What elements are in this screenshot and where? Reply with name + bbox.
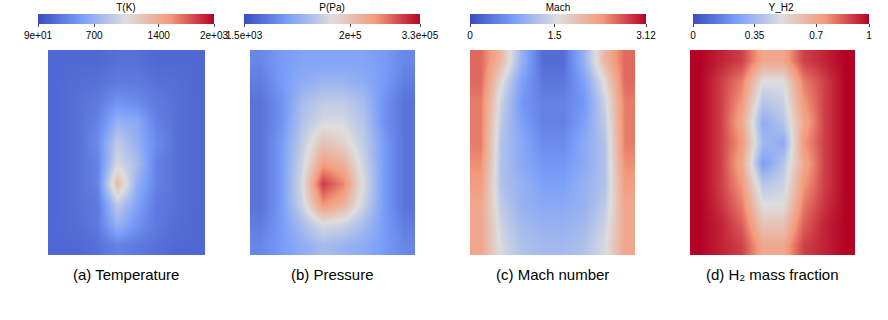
svg-text:2e+03: 2e+03 — [200, 30, 229, 41]
svg-text:9e+01: 9e+01 — [24, 30, 53, 41]
svg-text:700: 700 — [86, 30, 103, 41]
svg-text:3.3e+05: 3.3e+05 — [402, 30, 439, 41]
svg-text:Y_H2: Y_H2 — [768, 2, 793, 13]
svg-text:1.5e+03: 1.5e+03 — [226, 30, 263, 41]
svg-text:(a) Temperature: (a) Temperature — [73, 266, 179, 283]
svg-text:2e+5: 2e+5 — [339, 30, 362, 41]
svg-text:1400: 1400 — [148, 30, 171, 41]
svg-text:(d) H₂ mass fraction: (d) H₂ mass fraction — [706, 266, 839, 283]
svg-text:Mach: Mach — [546, 2, 570, 13]
svg-text:0: 0 — [467, 30, 473, 41]
svg-text:(b) Pressure: (b) Pressure — [291, 266, 374, 283]
svg-text:(c) Mach number: (c) Mach number — [496, 266, 609, 283]
svg-text:1.5: 1.5 — [548, 30, 562, 41]
svg-text:0: 0 — [690, 30, 696, 41]
svg-text:T(K): T(K) — [116, 2, 135, 13]
svg-text:P(Pa): P(Pa) — [319, 2, 345, 13]
svg-text:0.7: 0.7 — [809, 30, 823, 41]
svg-text:1: 1 — [866, 30, 872, 41]
svg-text:3.12: 3.12 — [636, 30, 656, 41]
svg-text:0.35: 0.35 — [745, 30, 765, 41]
